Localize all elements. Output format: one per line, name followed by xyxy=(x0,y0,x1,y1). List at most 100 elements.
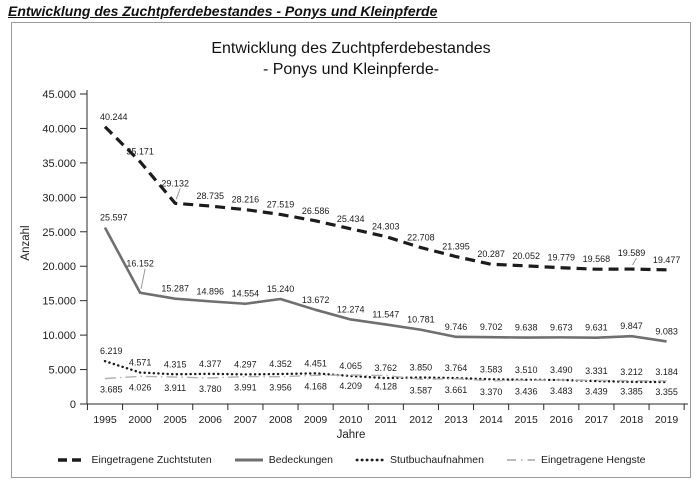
svg-text:0: 0 xyxy=(70,399,76,411)
svg-text:13.672: 13.672 xyxy=(302,295,330,305)
svg-text:4.026: 4.026 xyxy=(129,382,152,392)
svg-text:35.000: 35.000 xyxy=(42,158,76,170)
svg-text:3.184: 3.184 xyxy=(655,367,678,377)
svg-text:3.385: 3.385 xyxy=(620,387,643,397)
svg-text:2000: 2000 xyxy=(128,414,152,426)
legend-label: Eingetragene Zuchtstuten xyxy=(91,454,212,466)
svg-text:11.547: 11.547 xyxy=(372,309,399,319)
svg-text:20.000: 20.000 xyxy=(42,261,76,273)
svg-text:45.000: 45.000 xyxy=(42,89,76,101)
svg-text:2006: 2006 xyxy=(199,414,223,426)
svg-text:28.216: 28.216 xyxy=(232,195,260,205)
svg-text:2010: 2010 xyxy=(339,414,363,426)
svg-text:4.451: 4.451 xyxy=(304,358,327,368)
svg-text:20.052: 20.052 xyxy=(512,251,540,261)
svg-text:40.244: 40.244 xyxy=(100,112,128,122)
legend-marker-solid-icon xyxy=(234,458,263,462)
svg-text:9.673: 9.673 xyxy=(550,322,573,332)
svg-text:2012: 2012 xyxy=(409,414,433,426)
svg-text:3.355: 3.355 xyxy=(655,387,678,397)
svg-text:1995: 1995 xyxy=(93,414,117,426)
svg-text:4.297: 4.297 xyxy=(234,359,257,369)
svg-text:3.762: 3.762 xyxy=(375,363,398,373)
svg-text:2011: 2011 xyxy=(375,414,398,426)
svg-text:3.370: 3.370 xyxy=(480,387,503,397)
chart-container: Entwicklung des Zuchtpferdebestandes - P… xyxy=(11,22,691,478)
chart-title: Entwicklung des Zuchtpferdebestandes - P… xyxy=(12,38,690,80)
svg-text:2009: 2009 xyxy=(304,414,328,426)
svg-text:25.000: 25.000 xyxy=(42,227,76,239)
svg-text:4.065: 4.065 xyxy=(339,361,362,371)
svg-text:4.209: 4.209 xyxy=(339,381,362,391)
svg-text:28.735: 28.735 xyxy=(197,191,225,201)
svg-text:3.483: 3.483 xyxy=(550,386,573,396)
svg-text:10.781: 10.781 xyxy=(407,315,435,325)
svg-text:26.586: 26.586 xyxy=(302,206,330,216)
svg-text:2005: 2005 xyxy=(164,414,188,426)
svg-text:3.780: 3.780 xyxy=(199,384,222,394)
chart-title-line1: Entwicklung des Zuchtpferdebestandes xyxy=(211,40,491,57)
svg-text:3.850: 3.850 xyxy=(410,362,433,372)
svg-text:3.911: 3.911 xyxy=(164,383,186,393)
svg-text:2007: 2007 xyxy=(234,414,258,426)
legend-item-stutbuchaufnahmen: Stutbuchaufnahmen xyxy=(355,454,484,466)
svg-text:15.240: 15.240 xyxy=(267,284,295,294)
legend-marker-dashed-icon xyxy=(57,458,86,462)
svg-text:3.510: 3.510 xyxy=(515,365,538,375)
svg-text:16.152: 16.152 xyxy=(126,259,154,269)
legend-item-bedeckungen: Bedeckungen xyxy=(234,454,333,466)
svg-text:25.597: 25.597 xyxy=(100,213,128,223)
y-axis-title: Anzahl xyxy=(20,225,32,261)
svg-text:27.519: 27.519 xyxy=(267,199,295,209)
svg-text:25.434: 25.434 xyxy=(337,214,365,224)
legend-item-zuchtstuten: Eingetragene Zuchtstuten xyxy=(57,454,212,466)
x-axis-title: Jahre xyxy=(336,429,366,441)
svg-text:29.132: 29.132 xyxy=(161,178,189,188)
svg-text:40.000: 40.000 xyxy=(42,123,76,135)
svg-text:3.587: 3.587 xyxy=(410,385,433,395)
svg-text:9.631: 9.631 xyxy=(585,323,608,333)
svg-text:4.168: 4.168 xyxy=(304,381,327,391)
svg-text:9.083: 9.083 xyxy=(655,326,678,336)
svg-text:24.303: 24.303 xyxy=(372,222,400,232)
svg-text:9.746: 9.746 xyxy=(445,322,468,332)
svg-text:12.274: 12.274 xyxy=(337,304,365,314)
svg-text:4.377: 4.377 xyxy=(199,359,222,369)
svg-text:3.956: 3.956 xyxy=(269,383,292,393)
svg-text:21.395: 21.395 xyxy=(442,242,470,252)
line-chart: 0 5.000 10.000 15.000 20.000 25.000 30.000 35.0… xyxy=(42,89,688,426)
svg-text:3.436: 3.436 xyxy=(515,386,538,396)
svg-text:2017: 2017 xyxy=(585,414,609,426)
legend-item-hengste: Eingetragene Hengste xyxy=(506,454,646,466)
svg-text:15.000: 15.000 xyxy=(42,296,76,308)
svg-text:9.702: 9.702 xyxy=(480,322,503,332)
svg-text:3.661: 3.661 xyxy=(445,385,468,395)
svg-text:9.638: 9.638 xyxy=(515,323,538,333)
legend-label: Stutbuchaufnahmen xyxy=(389,454,484,466)
legend-marker-dashdot-icon xyxy=(506,459,535,461)
svg-text:3.331: 3.331 xyxy=(585,366,608,376)
svg-text:3.212: 3.212 xyxy=(620,367,643,377)
svg-text:19.779: 19.779 xyxy=(548,253,576,263)
svg-text:2016: 2016 xyxy=(550,414,574,426)
chart-title-line2: - Ponys und Kleinpferde- xyxy=(262,61,440,78)
svg-text:22.708: 22.708 xyxy=(407,233,435,243)
svg-text:3.439: 3.439 xyxy=(585,386,608,396)
legend-label: Eingetragene Hengste xyxy=(540,454,646,466)
svg-text:5.000: 5.000 xyxy=(48,365,76,377)
svg-text:19.477: 19.477 xyxy=(653,255,681,265)
svg-text:6.219: 6.219 xyxy=(100,346,123,356)
svg-text:4.571: 4.571 xyxy=(129,358,152,368)
svg-text:14.896: 14.896 xyxy=(197,286,225,296)
legend: Eingetragene Zuchtstuten Bedeckungen Stu… xyxy=(12,454,690,466)
svg-text:30.000: 30.000 xyxy=(42,192,76,204)
svg-text:14.554: 14.554 xyxy=(232,289,260,299)
svg-text:4.352: 4.352 xyxy=(269,359,292,369)
svg-text:15.287: 15.287 xyxy=(161,284,189,294)
svg-text:10.000: 10.000 xyxy=(42,330,76,342)
svg-text:2018: 2018 xyxy=(620,414,644,426)
svg-text:19.589: 19.589 xyxy=(618,248,646,258)
svg-text:19.568: 19.568 xyxy=(583,254,611,264)
legend-label: Bedeckungen xyxy=(268,454,333,466)
